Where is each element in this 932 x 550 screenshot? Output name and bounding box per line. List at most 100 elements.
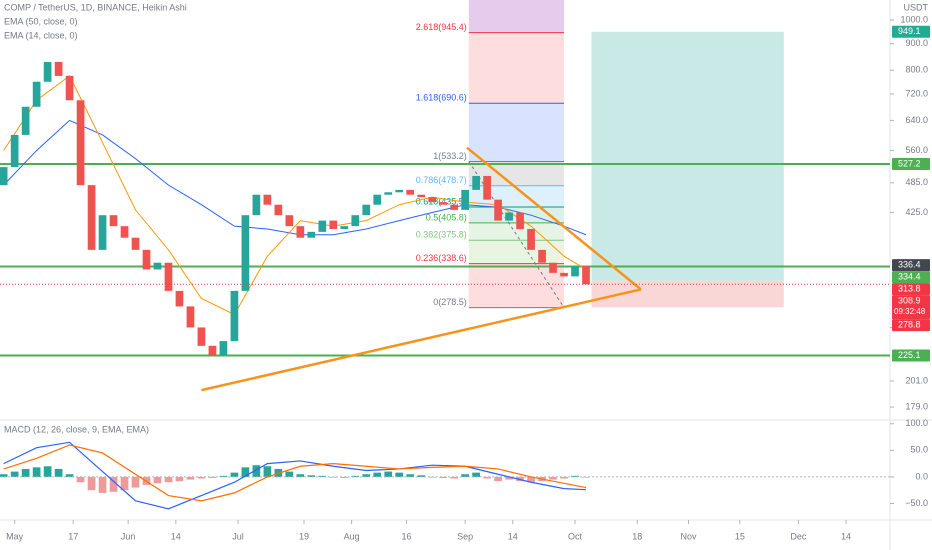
fib-trend	[468, 161, 565, 308]
x-tick-label: Oct	[568, 531, 583, 541]
y-tick-label: 720.0	[905, 88, 928, 98]
candle-body	[164, 262, 173, 291]
price-label: 225.1	[898, 350, 921, 360]
macd-histogram	[417, 475, 426, 477]
fib-zone	[468, 222, 565, 241]
y-tick-label: 201.0	[905, 375, 928, 385]
macd-histogram	[461, 474, 469, 477]
macd-y-tick-label: 100.0	[905, 418, 928, 428]
fib-zone	[468, 185, 565, 208]
macd-histogram	[164, 476, 173, 483]
x-tick-label: 18	[632, 531, 642, 541]
candle-body	[362, 204, 371, 216]
candle-body	[461, 189, 469, 210]
legend-ema50: EMA (50, close, 0)	[4, 16, 78, 26]
y-tick-label: 179.0	[905, 401, 928, 411]
x-tick-label: Dec	[790, 531, 807, 541]
trendline	[201, 288, 642, 392]
currency: USDT	[904, 2, 929, 12]
fib-label: 0(278.5)	[433, 297, 467, 307]
macd-histogram	[296, 474, 305, 477]
candle-body	[351, 215, 360, 227]
candle-body	[54, 61, 63, 76]
macd-histogram	[0, 474, 8, 477]
candle-body	[252, 194, 261, 216]
candle-body	[450, 204, 459, 210]
macd-histogram	[54, 468, 63, 477]
macd-histogram	[109, 476, 118, 492]
x-tick-label: 19	[299, 531, 309, 541]
candle-body	[0, 167, 8, 186]
candle-body	[582, 266, 590, 285]
fib-label: 1(533.2)	[433, 151, 467, 161]
macd-histogram	[76, 476, 85, 483]
fib-label: 0.786(478.7)	[416, 175, 467, 185]
macd-histogram	[406, 474, 415, 477]
candle-body	[505, 212, 513, 221]
macd-y-tick-label: 50.0	[910, 445, 928, 455]
price-label: 949.1	[898, 26, 921, 36]
macd-histogram	[153, 476, 162, 484]
candle-body	[76, 100, 85, 186]
x-tick-label: Sep	[457, 531, 473, 541]
candle-body	[175, 290, 184, 307]
macd-histogram	[285, 471, 294, 477]
candle-body	[21, 106, 30, 135]
macd-histogram	[527, 476, 535, 483]
candle-body	[494, 199, 502, 221]
y-tick-label: 640.0	[905, 115, 928, 125]
candle-body	[208, 345, 217, 356]
price-label: 336.4	[898, 259, 921, 269]
macd-histogram	[186, 476, 195, 480]
price-label-box	[892, 25, 930, 38]
macd-histogram	[505, 476, 513, 480]
candle-body	[395, 189, 404, 193]
price-label: 278.8	[898, 319, 921, 329]
candle-body	[571, 266, 579, 277]
fib-label: 0.236(338.6)	[416, 253, 467, 263]
macd-histogram	[450, 476, 459, 479]
macd-histogram	[362, 474, 371, 477]
macd-histogram	[582, 476, 590, 478]
macd-line	[3, 444, 587, 502]
candle-body	[87, 185, 96, 250]
macd-histogram	[175, 476, 184, 482]
price-label-box	[892, 283, 930, 296]
macd-histogram	[472, 472, 480, 477]
x-tick-label: Aug	[344, 531, 360, 541]
x-tick-label: Nov	[681, 531, 698, 541]
candle-body	[109, 215, 118, 227]
candle-body	[527, 228, 535, 250]
price-label-box	[892, 271, 930, 284]
price-label-box	[892, 259, 930, 272]
candle-body	[516, 212, 524, 229]
y-tick-label: 560.0	[905, 145, 928, 155]
macd-histogram	[131, 476, 140, 488]
fib-label: 0.618(435.5)	[416, 196, 467, 206]
candle-body	[538, 249, 546, 263]
macd-histogram	[483, 476, 491, 479]
price-label: 527.2	[898, 158, 921, 168]
y-tick-label: 485.0	[905, 177, 928, 187]
price-label-box	[892, 158, 930, 171]
macd-histogram	[560, 476, 568, 479]
macd-line	[3, 441, 587, 510]
candle-body	[186, 306, 195, 328]
macd-histogram	[10, 471, 19, 477]
candle-body	[439, 202, 448, 205]
macd-histogram	[384, 471, 393, 477]
candle-body	[43, 61, 52, 82]
candle-body	[296, 226, 305, 238]
macd-histogram	[230, 472, 239, 477]
macd-histogram	[208, 476, 217, 478]
fib-zone	[468, 32, 565, 104]
x-tick-label: Jun	[121, 531, 136, 541]
candle-body	[10, 134, 19, 168]
fib-label: 2.618(945.4)	[416, 22, 467, 32]
fib-zone	[468, 161, 565, 186]
x-tick-label: 17	[68, 531, 78, 541]
x-tick-label: Jul	[232, 531, 244, 541]
candle-body	[472, 175, 480, 190]
candle-body	[384, 192, 393, 195]
